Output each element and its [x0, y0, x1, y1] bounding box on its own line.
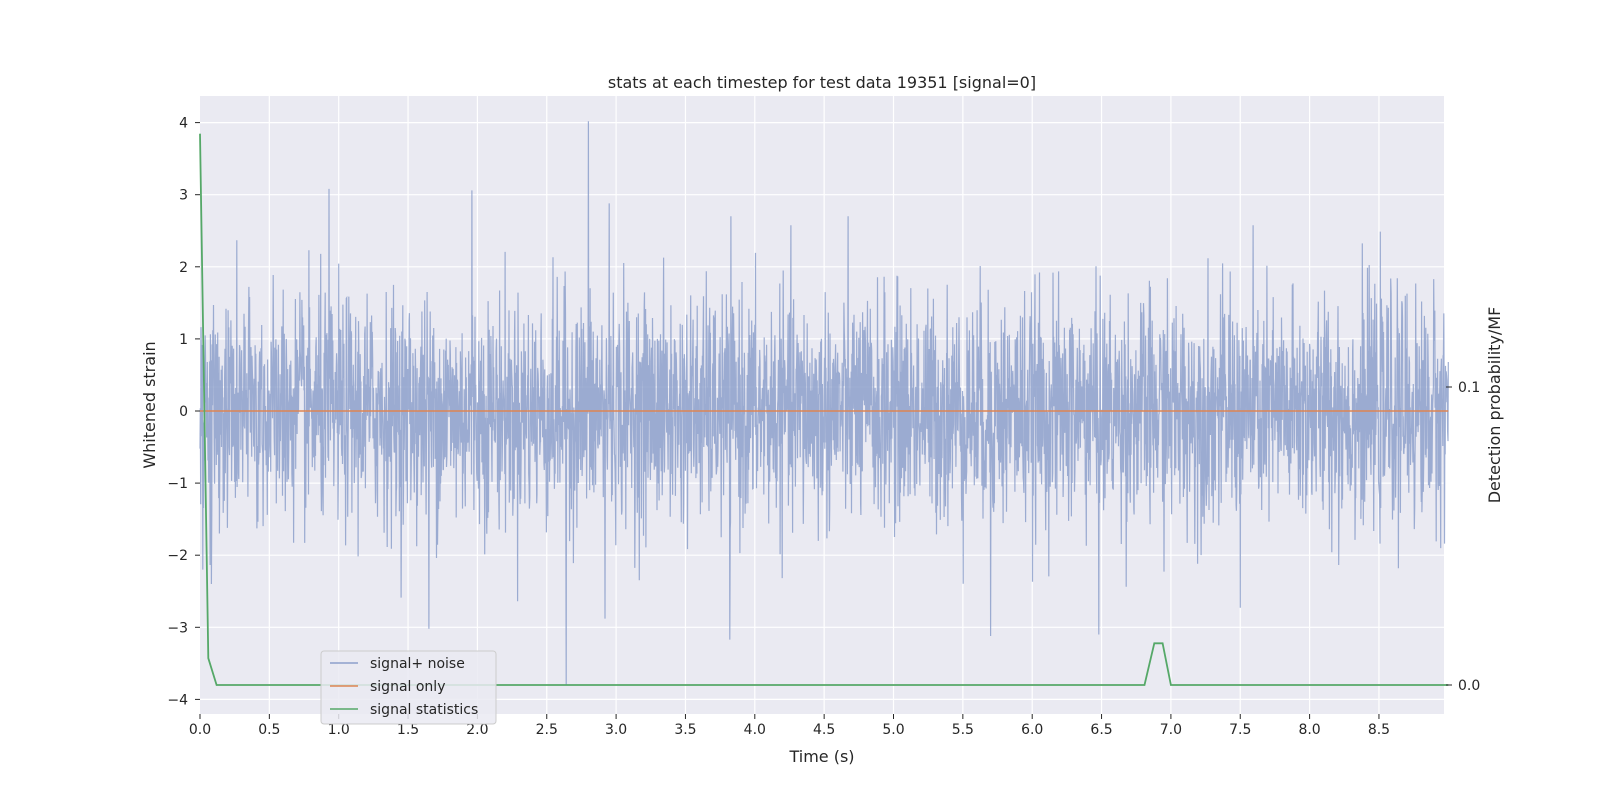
y-left-tick-label-1: 3: [179, 188, 188, 204]
x-tick-label-17: 8.5: [1368, 722, 1390, 738]
x-tick-label-4: 2.0: [466, 722, 488, 738]
y-axis-right-ticks: 0.1 0.0: [1446, 380, 1480, 694]
x-axis-ticks: 0.0 0.5 1.0 1.5 2.0 2.5 3.0 3.5 4.0 4.5 5.0 5.5 6.0 6…: [189, 714, 1390, 738]
x-tick-label-7: 3.5: [674, 722, 696, 738]
x-axis-label: Time (s): [788, 747, 854, 766]
y-axis-right-label: Detection probability/MF: [1485, 307, 1504, 504]
x-tick-label-3: 1.5: [397, 722, 419, 738]
x-tick-label-8: 4.0: [744, 722, 766, 738]
y-left-tick-label-6: −2: [167, 548, 188, 564]
y-left-tick-label-4: 0: [179, 404, 188, 420]
x-tick-label-2: 1.0: [328, 722, 350, 738]
x-tick-label-9: 4.5: [813, 722, 835, 738]
y-left-tick-label-3: 1: [179, 332, 188, 348]
y-right-tick-label-0: 0.1: [1458, 380, 1480, 396]
y-right-tick-label-1: 0.0: [1458, 678, 1480, 694]
y-left-tick-label-8: −4: [167, 692, 188, 708]
chart-title: stats at each timestep for test data 193…: [608, 73, 1036, 92]
x-tick-label-14: 7.0: [1160, 722, 1182, 738]
x-tick-label-16: 8.0: [1298, 722, 1320, 738]
series-layer: [199, 121, 1449, 686]
x-tick-label-13: 6.5: [1090, 722, 1112, 738]
y-left-tick-label-0: 4: [179, 116, 188, 132]
x-tick-label-15: 7.5: [1229, 722, 1251, 738]
series-signal-noise-line: [199, 121, 1449, 686]
x-tick-label-12: 6.0: [1021, 722, 1043, 738]
legend: signal+ noise signal only signal statist…: [320, 650, 497, 725]
legend-box: [320, 650, 497, 725]
series-signal-statistics-line: [199, 133, 1449, 686]
y-axis-left-label: Whitened strain: [140, 341, 159, 468]
y-left-tick-label-7: −3: [167, 620, 188, 636]
legend-label-signal-noise: signal+ noise: [370, 656, 465, 672]
y-left-tick-label-5: −1: [167, 476, 188, 492]
x-tick-label-0: 0.0: [189, 722, 211, 738]
y-left-tick-label-2: 2: [179, 260, 188, 276]
x-tick-label-10: 5.0: [882, 722, 904, 738]
x-tick-label-1: 0.5: [258, 722, 280, 738]
legend-label-signal-statistics: signal statistics: [370, 702, 478, 718]
legend-label-signal-only: signal only: [370, 679, 445, 695]
y-axis-left-ticks: 4 3 2 1 0 −1 −2 −3 −4: [167, 116, 200, 708]
x-tick-label-5: 2.5: [536, 722, 558, 738]
x-tick-label-6: 3.0: [605, 722, 627, 738]
x-tick-label-11: 5.5: [952, 722, 974, 738]
